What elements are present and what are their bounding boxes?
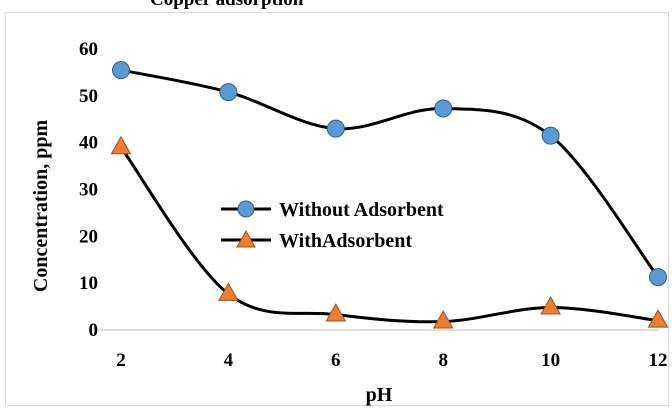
data-point-without-adsorbent bbox=[112, 61, 130, 80]
data-point-withadsorbent bbox=[110, 135, 132, 155]
data-point-withadsorbent bbox=[432, 310, 454, 329]
x-tick-label: 12 bbox=[649, 350, 668, 371]
legend: Without Adsorbent WithAdsorbent bbox=[221, 199, 444, 252]
y-tick-label: 20 bbox=[79, 226, 98, 247]
x-tick-label: 6 bbox=[331, 350, 341, 371]
legend-marker-circle bbox=[237, 200, 255, 218]
legend-label-without-adsorbent: Without Adsorbent bbox=[279, 199, 444, 221]
x-axis-title: pH bbox=[366, 384, 393, 406]
x-tick-label: 8 bbox=[438, 350, 448, 371]
data-point-withadsorbent bbox=[647, 309, 669, 328]
cropped-header-text: Copper adsorption bbox=[150, 0, 303, 11]
cropped-header: Copper adsorption bbox=[0, 0, 672, 12]
data-point-withadsorbent bbox=[540, 295, 561, 315]
legend-marker-triangle bbox=[236, 229, 256, 248]
data-point-without-adsorbent bbox=[219, 83, 238, 102]
y-tick-label: 40 bbox=[79, 133, 98, 154]
data-point-withadsorbent bbox=[218, 282, 239, 301]
series-lines bbox=[119, 68, 660, 324]
data-point-without-adsorbent bbox=[649, 268, 667, 287]
x-tick-label: 10 bbox=[541, 350, 560, 371]
y-tick-label: 10 bbox=[79, 273, 98, 294]
x-axis-ticks: 2 4 6 8 10 12 bbox=[116, 350, 667, 371]
legend-label-with-adsorbent: WithAdsorbent bbox=[279, 230, 412, 252]
y-tick-label: 0 bbox=[89, 320, 99, 341]
chart-area bbox=[5, 12, 669, 406]
y-axis-ticks: 0 10 20 30 40 50 60 bbox=[79, 39, 98, 341]
series-line-withadsorbent bbox=[119, 146, 659, 324]
data-point-without-adsorbent bbox=[541, 126, 560, 145]
data-point-withadsorbent bbox=[325, 302, 347, 322]
y-axis-title: Concentration, ppm bbox=[30, 120, 52, 293]
data-point-without-adsorbent bbox=[326, 119, 345, 138]
y-tick-label: 60 bbox=[79, 39, 98, 60]
legend-entry-without-adsorbent: Without Adsorbent bbox=[221, 199, 444, 221]
legend-entry-with-adsorbent: WithAdsorbent bbox=[221, 229, 412, 252]
x-tick-label: 2 bbox=[116, 350, 126, 371]
series-markers bbox=[110, 61, 669, 329]
y-tick-label: 50 bbox=[79, 86, 98, 107]
data-point-without-adsorbent bbox=[434, 99, 453, 118]
x-tick-label: 4 bbox=[224, 350, 234, 371]
y-tick-label: 30 bbox=[79, 180, 98, 201]
